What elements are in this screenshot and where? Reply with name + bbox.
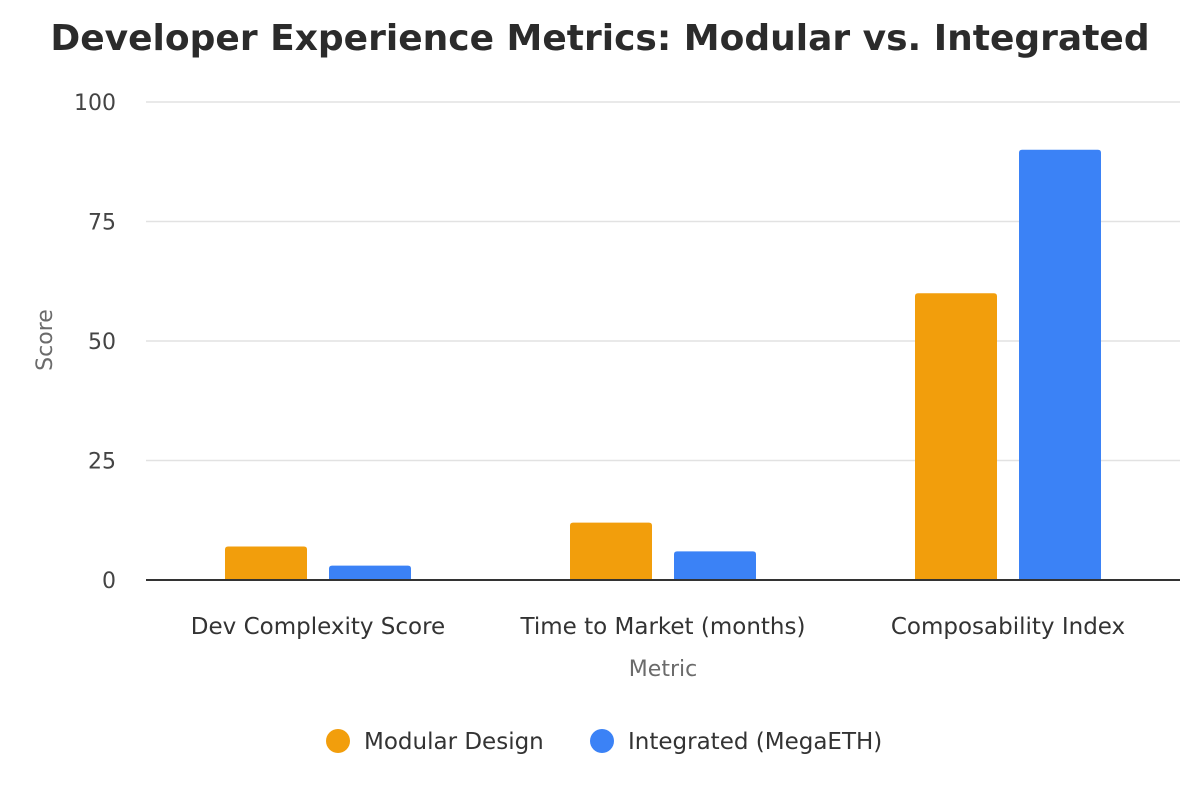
chart-title: Developer Experience Metrics: Modular vs…	[50, 18, 1149, 59]
x-category-label: Dev Complexity Score	[191, 614, 445, 640]
legend-item-modular[interactable]: Modular Design	[326, 729, 544, 755]
x-axis-categories: Dev Complexity Score Time to Market (mont…	[191, 614, 1125, 640]
bars	[225, 149, 1101, 581]
x-axis-title: Metric	[629, 657, 697, 682]
y-tick-label: 50	[88, 330, 116, 355]
legend-label: Modular Design	[364, 729, 544, 755]
x-category-label: Composability Index	[891, 614, 1125, 640]
y-tick-label: 0	[102, 569, 116, 594]
y-tick-label: 75	[88, 211, 116, 236]
y-tick-label: 100	[74, 91, 116, 116]
x-category-label: Time to Market (months)	[520, 614, 806, 640]
gridlines	[146, 101, 1180, 462]
y-tick-label: 25	[88, 450, 116, 475]
bar-modular-2[interactable]	[915, 293, 997, 580]
bar-modular-1[interactable]	[570, 522, 652, 580]
bar-integrated-1[interactable]	[674, 551, 756, 580]
legend-item-integrated[interactable]: Integrated (MegaETH)	[590, 729, 882, 755]
bar-integrated-2[interactable]	[1019, 149, 1101, 581]
y-axis-title: Score	[33, 309, 58, 371]
legend-label: Integrated (MegaETH)	[628, 729, 882, 755]
bar-integrated-0[interactable]	[329, 565, 411, 580]
bar-modular-0[interactable]	[225, 546, 307, 580]
legend-swatch	[590, 729, 614, 753]
legend-swatch	[326, 729, 350, 753]
legend: Modular Design Integrated (MegaETH)	[326, 729, 882, 755]
y-axis-ticks: 0 25 50 75 100	[74, 91, 116, 594]
